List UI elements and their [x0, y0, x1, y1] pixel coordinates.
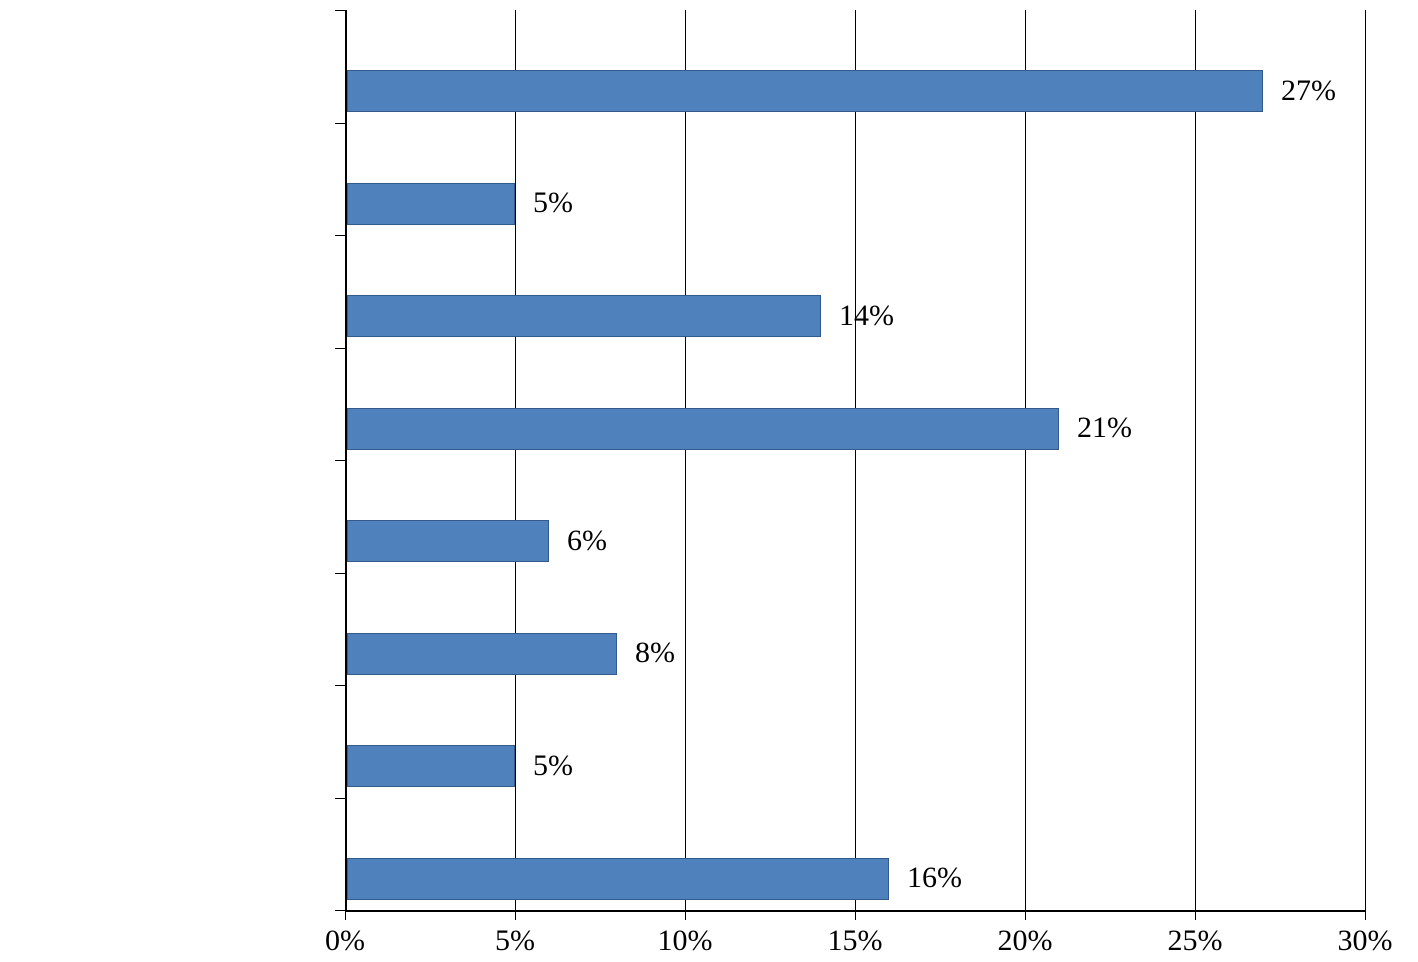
bar-value-label: 5% [533, 186, 573, 220]
x-gridline [685, 10, 686, 910]
y-tick-mark [335, 910, 345, 911]
y-tick-mark [335, 123, 345, 124]
bar-value-label: 27% [1281, 74, 1336, 108]
x-gridline [1195, 10, 1196, 910]
y-tick-mark [335, 460, 345, 461]
bar [347, 70, 1263, 112]
y-tick-mark [335, 348, 345, 349]
bar [347, 745, 515, 787]
bar-value-label: 8% [635, 636, 675, 670]
bar-value-label: 14% [839, 299, 894, 333]
bar-value-label: 21% [1077, 411, 1132, 445]
bar [347, 408, 1059, 450]
bar [347, 183, 515, 225]
x-gridline [1025, 10, 1026, 910]
chart-container: 0%5%10%15%20%25%30%Previous caesarean se… [0, 0, 1418, 962]
bar [347, 633, 617, 675]
x-axis-line [345, 910, 1366, 912]
y-tick-mark [335, 573, 345, 574]
y-tick-mark [335, 685, 345, 686]
x-tick-label: 30% [1338, 924, 1393, 958]
bar-value-label: 16% [907, 861, 962, 895]
x-tick-label: 25% [1168, 924, 1223, 958]
y-tick-mark [335, 235, 345, 236]
bar [347, 520, 549, 562]
x-gridline [515, 10, 516, 910]
x-gridline [855, 10, 856, 910]
bar [347, 858, 889, 900]
x-tick-label: 10% [658, 924, 713, 958]
bar-value-label: 6% [567, 524, 607, 558]
x-tick-label: 15% [828, 924, 883, 958]
bar-value-label: 5% [533, 749, 573, 783]
y-tick-mark [335, 10, 345, 11]
x-tick-label: 0% [325, 924, 365, 958]
x-tick-label: 20% [998, 924, 1053, 958]
x-gridline [1365, 10, 1366, 910]
x-tick-label: 5% [495, 924, 535, 958]
y-tick-mark [335, 798, 345, 799]
bar [347, 295, 821, 337]
